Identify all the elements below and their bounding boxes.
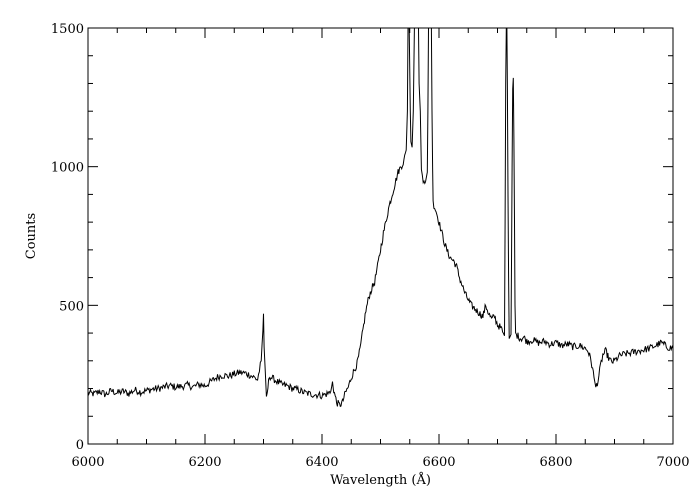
x-axis-label: Wavelength (Å) (330, 472, 431, 488)
y-axis-label: Counts (24, 213, 39, 259)
minor-ticks (87, 27, 674, 445)
x-tick-label: 6800 (539, 455, 572, 470)
y-tick-label: 1000 (51, 161, 84, 176)
x-tick-label: 6600 (422, 455, 455, 470)
x-tick-label: 7000 (656, 455, 689, 470)
x-axis-ticks: 6000 6200 6400 6600 6800 7000 (71, 455, 689, 470)
x-tick-label: 6200 (188, 455, 221, 470)
y-tick-label: 1500 (51, 22, 84, 37)
series-group (87, 27, 674, 408)
x-tick-label: 6000 (71, 455, 104, 470)
y-axis-ticks: 0 500 1000 1500 (51, 22, 84, 453)
x-tick-label: 6400 (305, 455, 338, 470)
y-tick-label: 0 (76, 438, 84, 453)
y-tick-label: 500 (59, 299, 84, 314)
spectrum-line (87, 27, 674, 408)
